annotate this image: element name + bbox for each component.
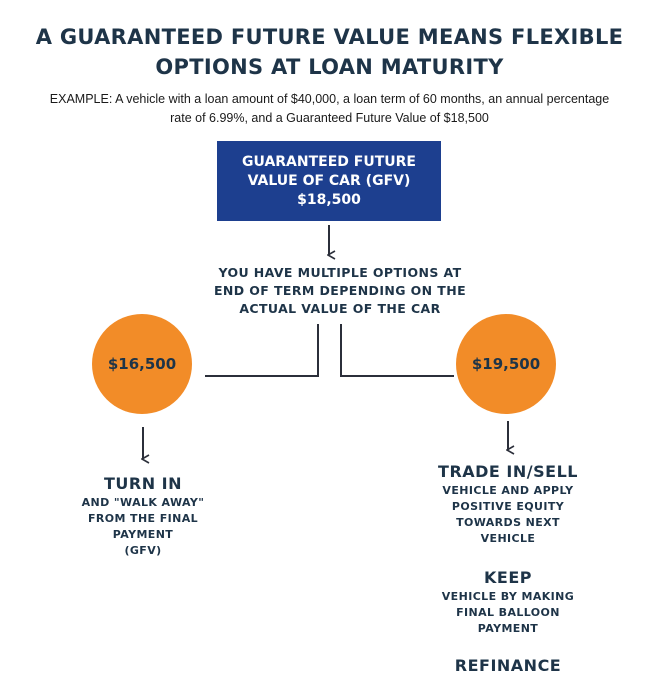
trade-in-option: TRADE IN/SELL VEHICLE AND APPLY POSITIVE… (418, 462, 598, 547)
options-line-1: YOU HAVE MULTIPLE OPTIONS AT (218, 265, 462, 280)
options-line-2: END OF TERM DEPENDING ON THE (213, 283, 467, 298)
trade-in-heading: TRADE IN/SELL (438, 462, 578, 481)
trade-in-line-1: VEHICLE AND APPLY (442, 484, 574, 497)
turn-in-option: TURN IN AND "WALK AWAY" FROM THE FINAL P… (60, 474, 226, 559)
keep-heading: KEEP (484, 568, 532, 587)
gfv-box: GUARANTEED FUTURE VALUE OF CAR (GFV) $18… (217, 141, 441, 221)
example-line-2: rate of 6.99%, and a Guaranteed Future V… (170, 111, 489, 125)
options-text: YOU HAVE MULTIPLE OPTIONS AT END OF TERM… (200, 264, 480, 318)
left-connector (205, 324, 319, 377)
keep-line-1: VEHICLE BY MAKING (441, 590, 575, 603)
turn-in-line-3: PAYMENT (112, 528, 174, 541)
title-line-2: OPTIONS AT LOAN MATURITY (155, 55, 504, 79)
gfv-box-line-2: VALUE OF CAR (GFV) (247, 172, 411, 189)
trade-in-line-4: VEHICLE (480, 532, 536, 545)
turn-in-line-1: AND "WALK AWAY" (81, 496, 205, 509)
title-line-1: A GUARANTEED FUTURE VALUE MEANS FLEXIBLE (35, 25, 624, 49)
trade-in-line-2: POSITIVE EQUITY (451, 500, 565, 513)
right-value-circle: $19,500 (456, 314, 556, 414)
right-value: $19,500 (471, 355, 541, 373)
example-line-1: EXAMPLE: A vehicle with a loan amount of… (49, 92, 610, 106)
left-value: $16,500 (107, 355, 177, 373)
trade-in-description: VEHICLE AND APPLY POSITIVE EQUITY TOWARD… (418, 483, 598, 547)
options-line-3: ACTUAL VALUE OF THE CAR (239, 301, 441, 316)
turn-in-description: AND "WALK AWAY" FROM THE FINAL PAYMENT (… (60, 495, 226, 559)
keep-line-3: PAYMENT (477, 622, 539, 635)
keep-line-2: FINAL BALLOON (456, 606, 560, 619)
turn-in-line-4: (GFV) (124, 544, 162, 557)
right-connector (340, 324, 454, 377)
keep-option: KEEP VEHICLE BY MAKING FINAL BALLOON PAY… (418, 568, 598, 637)
left-value-circle: $16,500 (92, 314, 192, 414)
example-text: EXAMPLE: A vehicle with a loan amount of… (10, 90, 649, 128)
page-title: A GUARANTEED FUTURE VALUE MEANS FLEXIBLE… (0, 22, 659, 82)
keep-description: VEHICLE BY MAKING FINAL BALLOON PAYMENT (418, 589, 598, 637)
trade-in-line-3: TOWARDS NEXT (456, 516, 560, 529)
refinance-heading: REFINANCE (454, 656, 562, 675)
gfv-box-value: $18,500 (297, 191, 361, 208)
gfv-box-line-1: GUARANTEED FUTURE (242, 153, 416, 170)
turn-in-heading: TURN IN (103, 474, 183, 493)
turn-in-line-2: FROM THE FINAL (87, 512, 199, 525)
refinance-option: REFINANCE (418, 656, 598, 675)
